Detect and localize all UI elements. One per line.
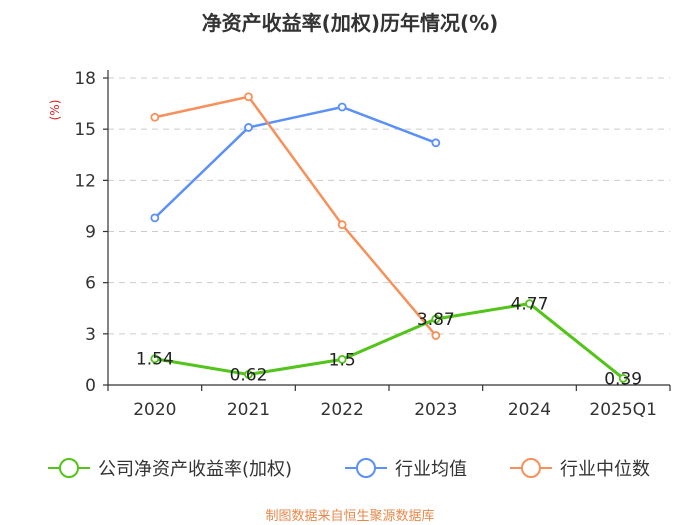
- legend: 公司净资产收益率(加权) 行业均值 行业中位数: [48, 458, 650, 480]
- data-point: [337, 220, 347, 230]
- data-point: [337, 102, 347, 112]
- y-tick-label: 12: [74, 171, 96, 191]
- y-axis-unit: (%): [48, 100, 62, 121]
- data-label: 1.5: [329, 350, 356, 370]
- data-label: 3.87: [417, 310, 455, 330]
- legend-item[interactable]: 行业均值: [345, 458, 467, 480]
- series-line: [154, 95, 437, 337]
- data-label: 4.77: [511, 295, 549, 315]
- source-note: 制图数据来自恒生聚源数据库: [265, 508, 434, 524]
- data-label: 1.54: [136, 350, 174, 370]
- data-point: [431, 314, 441, 324]
- legend-swatch-marker: [356, 458, 376, 478]
- data-point: [150, 354, 160, 364]
- x-tick-label: 2022: [321, 400, 364, 420]
- series-line: [153, 105, 437, 219]
- legend-item[interactable]: 公司净资产收益率(加权): [48, 458, 292, 480]
- x-tick-label: 2024: [508, 400, 551, 420]
- legend-swatch-marker: [59, 458, 79, 478]
- y-tick-label: 9: [85, 223, 96, 243]
- legend-swatch-marker: [521, 458, 541, 478]
- legend-label: 行业均值: [395, 459, 467, 480]
- y-tick-label: 3: [85, 325, 96, 345]
- data-point: [244, 370, 253, 379]
- data-point: [431, 138, 441, 148]
- axes: 0 3 6 9 12 15 18 2020 2021 2022 2023 2024 2025Q1: [74, 69, 671, 420]
- data-point: [244, 92, 253, 102]
- data-label: 0.62: [230, 365, 268, 385]
- data-point: [150, 213, 160, 223]
- data-point: [431, 331, 441, 340]
- data-label: 0.39: [604, 369, 642, 389]
- grid-lines: [108, 77, 670, 335]
- data-point: [618, 373, 628, 383]
- data-point: [244, 123, 253, 132]
- series-line: [154, 302, 625, 380]
- y-tick-label: 6: [85, 274, 96, 294]
- y-tick-label: 0: [85, 376, 96, 396]
- data-point: [337, 355, 347, 364]
- legend-item[interactable]: 行业中位数: [510, 458, 650, 480]
- legend-label: 公司净资产收益率(加权): [98, 459, 292, 480]
- chart-title: 净资产收益率(加权)历年情况(%): [202, 11, 499, 35]
- data-point: [150, 112, 160, 122]
- x-tick-label: 2021: [227, 400, 270, 420]
- y-tick-label: 15: [74, 120, 96, 140]
- y-tick-label: 18: [74, 69, 96, 89]
- legend-label: 行业中位数: [560, 459, 650, 480]
- x-tick-label: 2023: [414, 400, 457, 420]
- data-labels: 1.54 0.62 1.5 3.87 4.77 0.39: [136, 295, 642, 390]
- series-lines: [150, 92, 628, 383]
- data-point: [525, 299, 534, 309]
- x-tick-label: 2020: [133, 400, 176, 420]
- x-tick-label: 2025Q1: [589, 400, 656, 420]
